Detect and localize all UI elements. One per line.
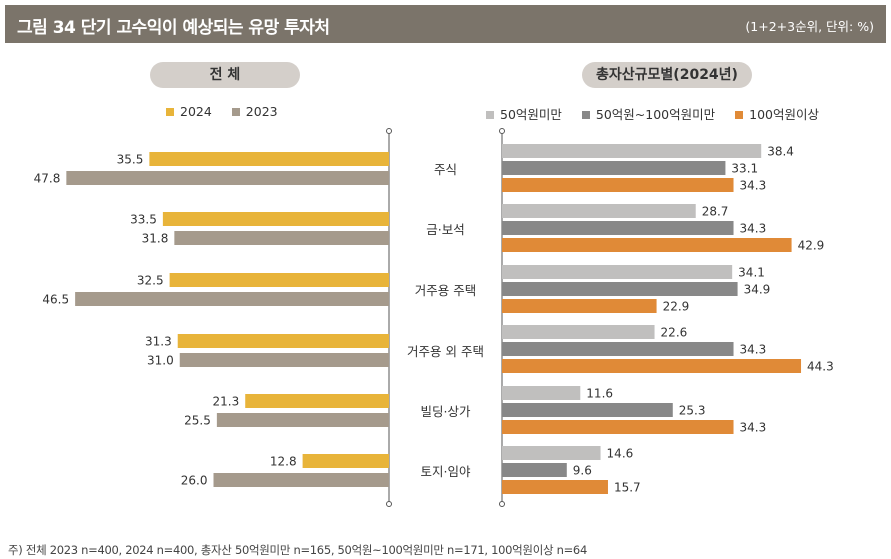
data-label-left: 35.5: [117, 153, 144, 167]
axis-end-marker: [499, 501, 505, 507]
legend-label-mid: 50억원~100억원미만: [595, 107, 716, 122]
bar-right-100억원이상: [502, 238, 792, 252]
bar-left-2023: [66, 171, 389, 185]
left-panel-title: 전 체: [150, 62, 300, 88]
bar-left-2024: [177, 334, 389, 348]
data-label-right: 15.7: [614, 481, 641, 495]
axis-end-marker: [499, 128, 505, 134]
bar-left-2023: [174, 231, 389, 245]
data-label-left: 31.0: [147, 354, 174, 368]
bar-right-50억원~100억원미만: [502, 342, 734, 356]
legend-label-over100: 100억원이상: [749, 107, 819, 122]
data-label-right: 38.4: [767, 145, 794, 159]
data-label-right: 44.3: [807, 360, 834, 374]
legend-label-under50: 50억원미만: [500, 107, 562, 122]
bar-right-50억원~100억원미만: [502, 403, 673, 417]
bar-right-50억원미만: [502, 144, 762, 158]
bar-left-2024: [162, 212, 389, 226]
data-label-right: 42.9: [798, 239, 825, 253]
data-label-right: 34.1: [738, 266, 765, 280]
left-legend: 2024 2023: [166, 104, 294, 119]
legend-swatch-over100: [735, 110, 744, 119]
data-label-right: 11.6: [586, 387, 613, 401]
category-label: 거주용 주택: [415, 283, 476, 298]
bar-right-100억원이상: [502, 299, 657, 313]
bar-left-2024: [302, 454, 389, 468]
right-panel-title: 총자산규모별(2024년): [582, 62, 752, 88]
bar-right-50억원~100억원미만: [502, 161, 726, 175]
legend-item-2023: 2023: [231, 104, 278, 119]
data-label-left: 26.0: [181, 474, 208, 488]
bar-right-100억원이상: [502, 480, 608, 494]
bar-right-100억원이상: [502, 420, 734, 434]
bar-right-50억원미만: [502, 265, 733, 279]
category-label: 빌딩·상가: [421, 404, 471, 419]
data-label-right: 28.7: [702, 205, 729, 219]
legend-swatch-2023: [231, 107, 240, 116]
legend-item-2024: 2024: [166, 104, 212, 119]
bar-left-2024: [245, 394, 389, 408]
bar-left-2024: [149, 152, 389, 166]
data-label-left: 32.5: [137, 274, 164, 288]
bar-right-50억원미만: [502, 325, 655, 339]
data-label-right: 14.6: [607, 447, 634, 461]
data-label-right: 34.9: [744, 283, 771, 297]
data-label-right: 22.6: [661, 326, 688, 340]
bar-right-50억원~100억원미만: [502, 221, 734, 235]
figure-unit: (1+2+3순위, 단위: %): [745, 19, 874, 34]
data-label-left: 12.8: [270, 455, 297, 469]
bar-left-2024: [169, 273, 389, 287]
data-label-left: 31.3: [145, 335, 172, 349]
bar-left-2023: [213, 473, 389, 487]
legend-label-2024: 2024: [180, 104, 212, 119]
data-label-left: 33.5: [130, 213, 157, 227]
legend-swatch-mid: [581, 110, 590, 119]
bar-left-2023: [216, 413, 389, 427]
data-label-left: 47.8: [34, 172, 61, 186]
axis-end-marker: [386, 501, 392, 507]
data-label-right: 9.6: [573, 464, 592, 478]
bar-right-100억원이상: [502, 178, 734, 192]
bar-right-100억원이상: [502, 359, 802, 373]
data-label-right: 33.1: [731, 162, 758, 176]
category-label: 금·보석: [426, 222, 464, 237]
bar-right-50억원미만: [502, 386, 581, 400]
data-label-right: 34.3: [740, 222, 767, 236]
category-label: 토지·임야: [421, 464, 471, 479]
category-label: 거주용 외 주택: [407, 344, 484, 359]
figure-title: 그림 34 단기 고수익이 예상되는 유망 투자처: [17, 18, 330, 38]
data-label-left: 31.8: [142, 232, 169, 246]
axis-end-marker: [386, 128, 392, 134]
figure-header: 그림 34 단기 고수익이 예상되는 유망 투자처 (1+2+3순위, 단위: …: [5, 5, 886, 43]
data-label-right: 25.3: [679, 404, 706, 418]
bar-right-50억원~100억원미만: [502, 463, 567, 477]
data-label-left: 21.3: [213, 395, 240, 409]
category-label: 주식: [434, 162, 457, 177]
legend-swatch-2024: [166, 107, 174, 116]
legend-item-over100: 100억원이상: [735, 107, 819, 122]
data-label-right: 22.9: [663, 300, 690, 314]
data-label-left: 25.5: [184, 414, 211, 428]
bar-left-2023: [75, 292, 389, 306]
bar-right-50억원미만: [502, 204, 696, 218]
legend-label-2023: 2023: [245, 104, 278, 119]
legend-item-under50: 50억원미만: [486, 107, 562, 122]
legend-swatch-under50: [486, 110, 494, 119]
right-legend: 50억원미만 50억원~100억원미만 100억원이상: [486, 104, 835, 123]
data-label-left: 46.5: [42, 293, 69, 307]
bar-right-50억원~100억원미만: [502, 282, 738, 296]
data-label-right: 34.3: [740, 179, 767, 193]
footnote: 주) 전체 2023 n=400, 2024 n=400, 총자산 50억원미만…: [8, 543, 587, 557]
legend-item-mid: 50억원~100억원미만: [581, 107, 716, 122]
bar-right-50억원미만: [502, 446, 601, 460]
data-label-right: 34.3: [740, 343, 767, 357]
data-label-right: 34.3: [740, 421, 767, 435]
bar-left-2023: [179, 353, 389, 367]
